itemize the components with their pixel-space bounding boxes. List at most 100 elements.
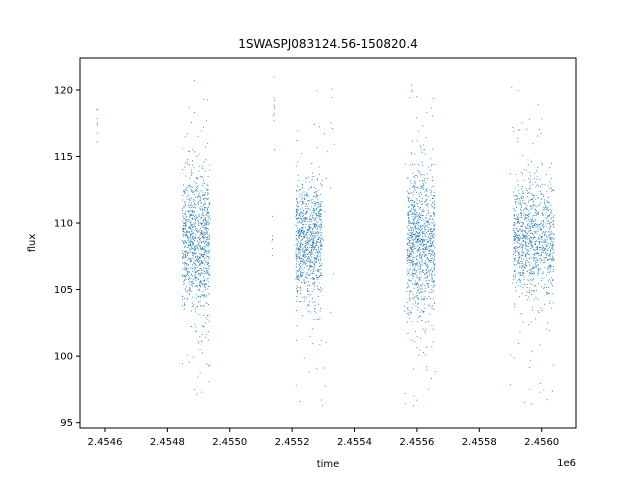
data-point — [301, 274, 303, 276]
data-point — [546, 208, 548, 210]
data-point — [421, 225, 423, 227]
data-point — [412, 297, 414, 299]
data-point — [296, 301, 298, 302]
data-point — [183, 190, 185, 191]
data-point — [296, 201, 298, 203]
data-point — [300, 189, 301, 191]
data-point — [309, 230, 311, 232]
data-point — [318, 260, 319, 262]
data-point — [422, 259, 424, 261]
data-point — [202, 273, 204, 274]
data-point — [184, 222, 186, 224]
data-point — [551, 216, 553, 218]
data-point — [412, 191, 414, 193]
data-point — [546, 241, 548, 243]
data-point — [312, 210, 314, 212]
data-point — [184, 225, 186, 227]
data-point — [410, 210, 412, 211]
data-point — [544, 199, 546, 201]
data-point — [521, 251, 523, 253]
data-point — [311, 273, 313, 275]
data-point — [303, 230, 305, 232]
data-point — [183, 230, 185, 232]
data-point — [305, 219, 306, 221]
data-point — [184, 212, 186, 214]
data-point — [419, 243, 421, 245]
data-point — [541, 253, 542, 255]
data-point — [541, 273, 543, 274]
data-point — [183, 308, 185, 310]
data-point — [296, 208, 298, 210]
data-point — [273, 104, 275, 106]
data-point — [411, 291, 413, 293]
data-point — [192, 205, 194, 207]
data-point — [206, 268, 208, 270]
data-point — [544, 235, 545, 236]
data-point — [200, 280, 202, 282]
data-point — [305, 233, 307, 235]
data-point — [416, 251, 418, 253]
data-point — [189, 241, 191, 243]
data-point — [432, 260, 434, 262]
data-point — [188, 205, 190, 207]
data-point — [533, 205, 535, 207]
data-point — [315, 224, 317, 226]
data-point — [526, 234, 528, 236]
data-point — [209, 244, 211, 246]
data-point — [407, 260, 409, 262]
data-point — [201, 223, 203, 224]
data-point — [201, 226, 203, 228]
data-point — [200, 209, 202, 211]
data-point — [534, 212, 536, 213]
data-point — [303, 224, 305, 225]
data-point — [426, 267, 428, 269]
data-point — [302, 248, 304, 250]
data-point — [426, 269, 428, 271]
data-point — [414, 204, 415, 206]
data-point — [310, 232, 312, 233]
data-point — [406, 244, 408, 246]
data-point — [198, 257, 200, 259]
data-point — [424, 239, 426, 241]
data-point — [515, 275, 517, 277]
data-point — [199, 233, 201, 235]
data-point — [408, 200, 410, 201]
data-point — [420, 240, 422, 242]
data-point — [417, 205, 419, 207]
data-point — [529, 283, 531, 284]
data-point — [307, 256, 309, 258]
data-point — [313, 207, 315, 209]
data-point — [539, 129, 541, 130]
data-point — [540, 220, 542, 222]
data-point — [418, 216, 420, 218]
data-point — [412, 261, 414, 263]
data-point — [204, 283, 206, 285]
data-point — [195, 308, 196, 310]
data-point — [183, 284, 185, 286]
data-point — [300, 242, 302, 243]
data-point — [408, 241, 410, 243]
data-point — [521, 244, 523, 246]
data-point — [523, 266, 525, 268]
data-point — [429, 297, 431, 299]
data-point — [298, 228, 300, 230]
data-point — [202, 275, 204, 277]
data-point — [185, 254, 187, 256]
data-point — [434, 226, 435, 228]
data-point — [203, 194, 205, 196]
data-point — [417, 235, 419, 237]
data-point — [307, 291, 308, 292]
data-point — [303, 220, 305, 222]
data-point — [431, 308, 433, 310]
data-point — [186, 275, 187, 276]
data-point — [433, 237, 435, 239]
data-point — [305, 212, 307, 214]
data-point — [199, 245, 201, 247]
data-point — [191, 240, 193, 242]
data-point — [540, 237, 542, 239]
data-point — [319, 213, 321, 215]
data-point — [302, 201, 304, 202]
data-point — [413, 213, 415, 215]
data-point — [549, 214, 550, 216]
data-point — [309, 218, 311, 220]
